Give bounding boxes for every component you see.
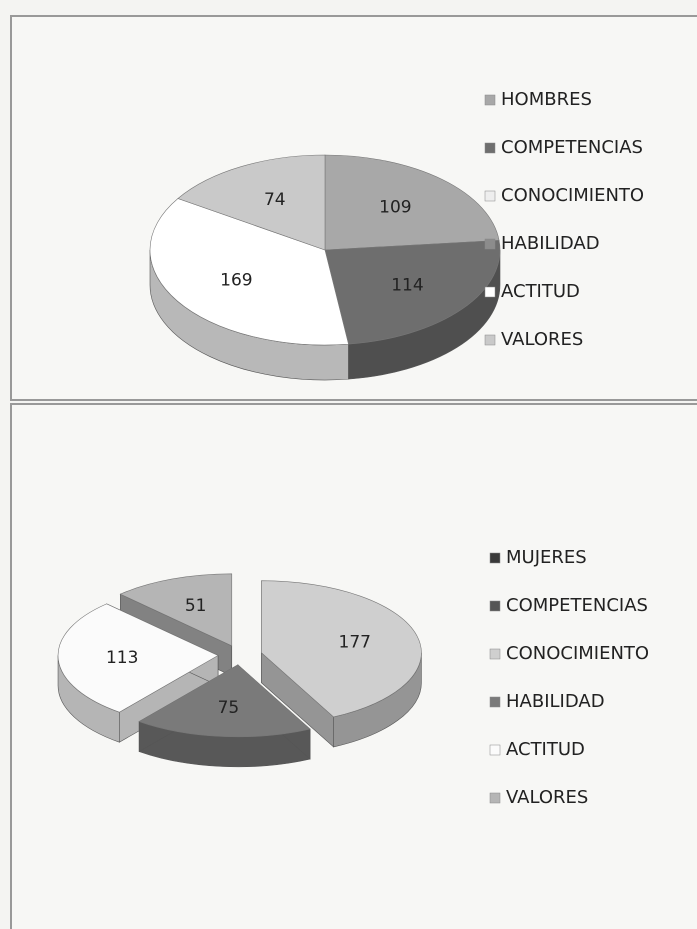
legend-swatch: [489, 744, 501, 756]
legend-swatch: [484, 238, 496, 250]
slice: [177, 154, 326, 251]
legend-swatch: [489, 600, 501, 612]
legend-label: VALORES: [501, 329, 583, 350]
slice: [138, 664, 311, 738]
legend-label: MUJERES: [506, 547, 587, 568]
slice: [149, 198, 349, 346]
legend-swatch: [489, 552, 501, 564]
data-label: 113: [106, 648, 138, 668]
data-label: 51: [185, 596, 207, 616]
legend-swatch: [489, 696, 501, 708]
slice: [57, 603, 219, 713]
legend-label: HABILIDAD: [506, 691, 605, 712]
data-label: 169: [220, 271, 252, 291]
slice: [324, 240, 501, 345]
data-label: 75: [218, 698, 240, 718]
legend-label: CONOCIMIENTO: [506, 643, 649, 664]
legend-swatch: [484, 334, 496, 346]
legend-label: COMPETENCIAS: [506, 595, 648, 616]
legend-swatch: [484, 286, 496, 298]
data-label: 114: [391, 275, 423, 295]
data-label: 109: [379, 198, 411, 218]
slice: [261, 580, 422, 718]
legend-label: ACTITUD: [501, 281, 580, 302]
slice: [119, 573, 233, 647]
legend-label: HABILIDAD: [501, 233, 600, 254]
legend-swatch: [484, 142, 496, 154]
slice: [324, 154, 500, 251]
legend-swatch: [484, 94, 496, 106]
legend-swatch: [484, 190, 496, 202]
legend-label: CONOCIMIENTO: [501, 185, 644, 206]
data-label: 177: [339, 633, 371, 653]
legend-swatch: [489, 792, 501, 804]
legend-label: VALORES: [506, 787, 588, 808]
legend-label: HOMBRES: [501, 89, 592, 110]
legend-label: ACTITUD: [506, 739, 585, 760]
legend-label: COMPETENCIAS: [501, 137, 643, 158]
legend-swatch: [489, 648, 501, 660]
data-label: 74: [264, 190, 286, 210]
